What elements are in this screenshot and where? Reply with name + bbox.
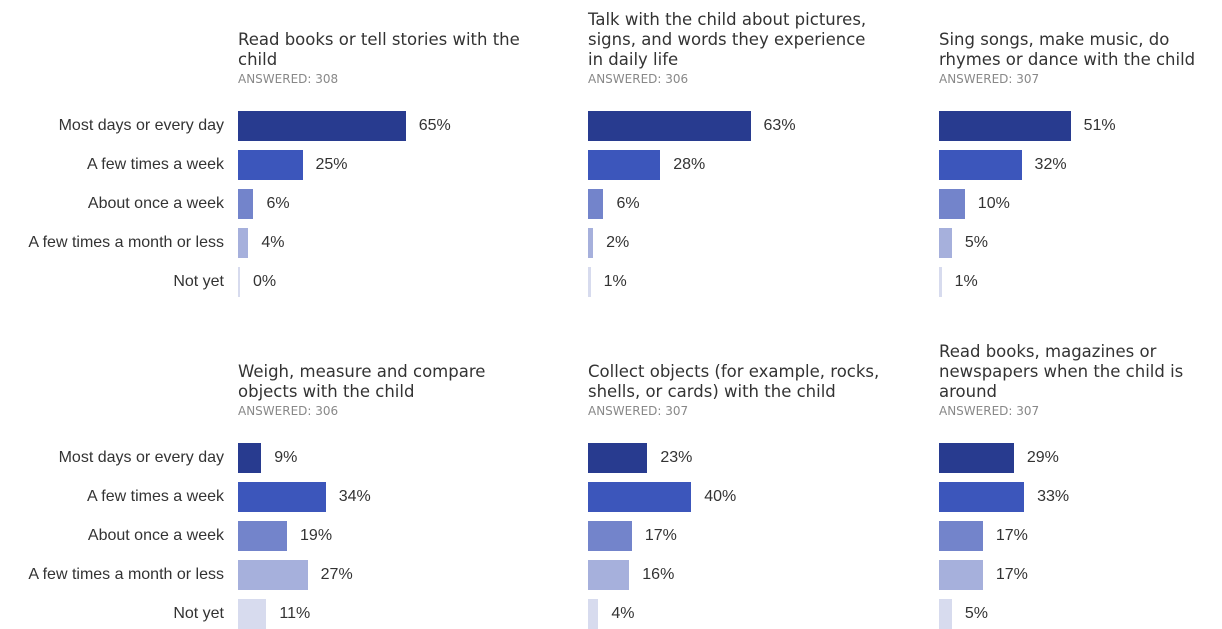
bar xyxy=(588,521,632,551)
category-label: About once a week xyxy=(87,195,224,212)
value-label: 17% xyxy=(995,527,1028,544)
bar xyxy=(238,443,262,473)
bar xyxy=(238,111,406,141)
bar xyxy=(588,111,751,141)
category-label: Most days or every day xyxy=(58,449,224,466)
category-label: About once a week xyxy=(87,527,224,544)
answered-count: ANSWERED: 307 xyxy=(939,404,1040,418)
value-label: 34% xyxy=(338,488,371,505)
category-label: A few times a month or less xyxy=(28,566,224,583)
value-label: 19% xyxy=(300,527,333,544)
value-label: 28% xyxy=(673,156,706,173)
value-label: 1% xyxy=(954,273,978,290)
value-label: 2% xyxy=(606,234,630,251)
value-label: 33% xyxy=(1037,488,1070,505)
answered-count: ANSWERED: 306 xyxy=(588,72,689,86)
bar xyxy=(939,267,942,297)
category-label: A few times a week xyxy=(87,488,224,505)
category-label: A few times a month or less xyxy=(28,234,224,251)
panel-title: Talk with the child about pictures, sign… xyxy=(588,10,867,69)
value-label: 16% xyxy=(642,566,675,583)
bar xyxy=(238,482,326,512)
bar xyxy=(939,599,952,629)
panel-title: Weigh, measure and compare objects with … xyxy=(238,362,486,401)
value-label: 17% xyxy=(995,566,1028,583)
value-label: 29% xyxy=(1026,449,1059,466)
panel-title: Sing songs, make music, do rhymes or dan… xyxy=(939,30,1196,69)
value-label: 0% xyxy=(253,273,277,290)
value-label: 4% xyxy=(611,605,635,622)
bar xyxy=(939,189,965,219)
bar xyxy=(939,521,983,551)
answered-count: ANSWERED: 308 xyxy=(238,72,339,86)
bar xyxy=(588,228,594,258)
bar xyxy=(588,560,630,590)
bar xyxy=(939,560,983,590)
bar xyxy=(939,228,952,258)
value-label: 1% xyxy=(603,273,627,290)
bar xyxy=(238,599,267,629)
answered-count: ANSWERED: 306 xyxy=(238,404,339,418)
bar xyxy=(588,482,692,512)
value-label: 51% xyxy=(1083,117,1116,134)
category-label: A few times a week xyxy=(87,156,224,173)
value-label: 9% xyxy=(274,449,298,466)
category-label: Not yet xyxy=(173,605,224,622)
bar xyxy=(588,599,599,629)
bar xyxy=(588,189,604,219)
value-label: 6% xyxy=(266,195,290,212)
bar xyxy=(238,560,308,590)
bar xyxy=(588,443,648,473)
value-label: 40% xyxy=(704,488,737,505)
panel-title: Read books, magazines or newspapers when… xyxy=(939,342,1184,401)
category-label: Most days or every day xyxy=(58,117,224,134)
value-label: 4% xyxy=(261,234,285,251)
bar xyxy=(939,443,1014,473)
value-label: 25% xyxy=(315,156,348,173)
bar xyxy=(238,228,249,258)
panel-title: Collect objects (for example, rocks, she… xyxy=(588,362,880,401)
value-label: 17% xyxy=(644,527,677,544)
bar xyxy=(939,150,1022,180)
value-label: 27% xyxy=(320,566,353,583)
answered-count: ANSWERED: 307 xyxy=(588,404,689,418)
value-label: 11% xyxy=(279,605,311,622)
value-label: 63% xyxy=(763,117,796,134)
answered-count: ANSWERED: 307 xyxy=(939,72,1040,86)
bar xyxy=(939,482,1025,512)
value-label: 6% xyxy=(616,195,640,212)
bar xyxy=(238,189,254,219)
value-label: 10% xyxy=(977,195,1010,212)
value-label: 65% xyxy=(418,117,451,134)
panel-title: Read books or tell stories with the chil… xyxy=(238,30,520,69)
value-label: 32% xyxy=(1034,156,1067,173)
bar xyxy=(939,111,1071,141)
value-label: 5% xyxy=(964,605,989,622)
value-label: 23% xyxy=(660,449,693,466)
bar xyxy=(238,150,303,180)
bar xyxy=(588,267,591,297)
bar xyxy=(588,150,661,180)
category-label: Not yet xyxy=(173,273,224,290)
bar xyxy=(238,267,240,297)
bar xyxy=(238,521,288,551)
value-label: 5% xyxy=(964,234,989,251)
